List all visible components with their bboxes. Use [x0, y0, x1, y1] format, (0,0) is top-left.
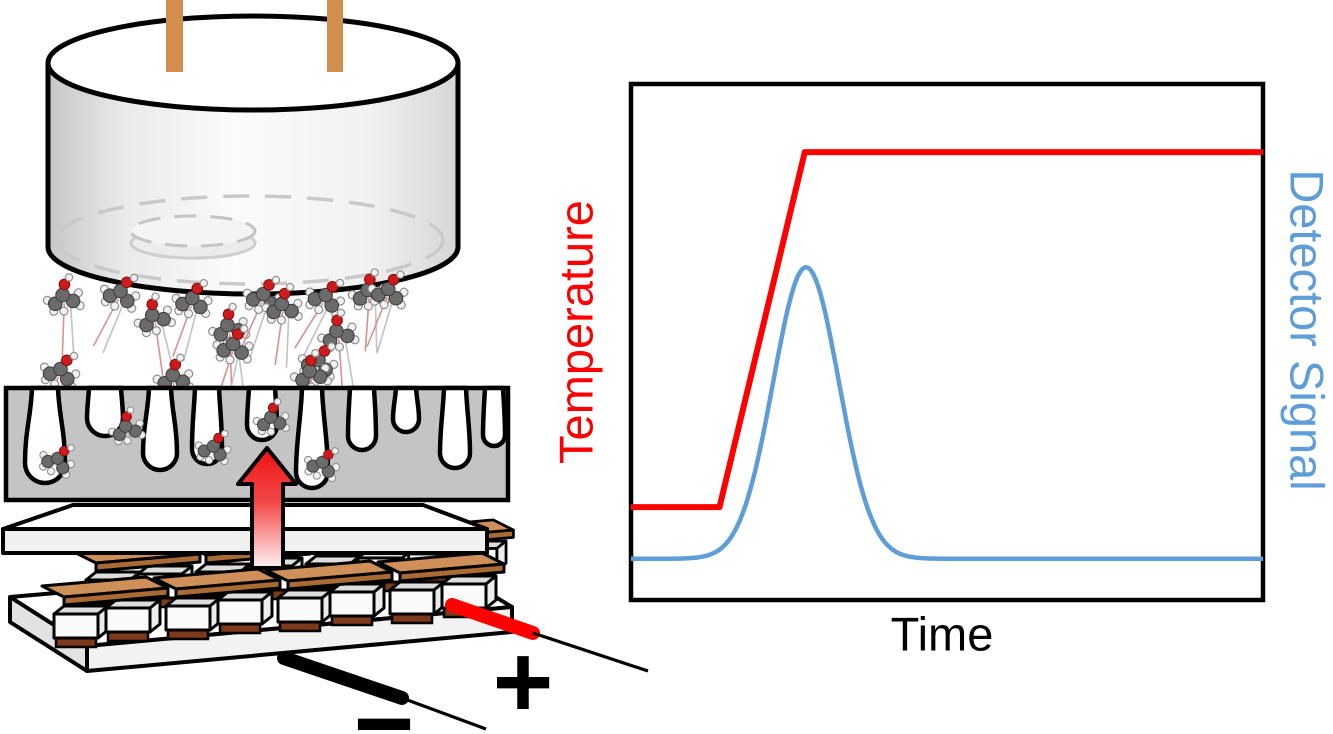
minus-sign: −: [354, 666, 415, 734]
electrode-rod-right: [327, 0, 343, 72]
molecule: [39, 272, 96, 362]
detector-cylinder: [45, 13, 461, 297]
pores: [22, 385, 508, 491]
detector-curve: [631, 264, 1263, 561]
temperature-axis-label: Temperature: [550, 200, 603, 464]
black-wire: [277, 651, 487, 731]
chart-frame: [628, 81, 1266, 603]
sample-puck: [129, 214, 257, 260]
top-ceramic-plate: [1, 503, 489, 555]
time-axis-label: Time: [891, 608, 994, 661]
electrode-rod-left: [166, 0, 183, 72]
plus-sign: +: [493, 624, 554, 734]
inner-rim-dashed: [55, 194, 445, 286]
heat-arrow: [236, 446, 298, 570]
tpd-chart: Temperature Detector Signal Time: [550, 81, 1333, 661]
detector-axis-label: Detector Signal: [1281, 169, 1333, 490]
red-wire: [445, 598, 649, 673]
temperature-curve: [631, 149, 1263, 511]
